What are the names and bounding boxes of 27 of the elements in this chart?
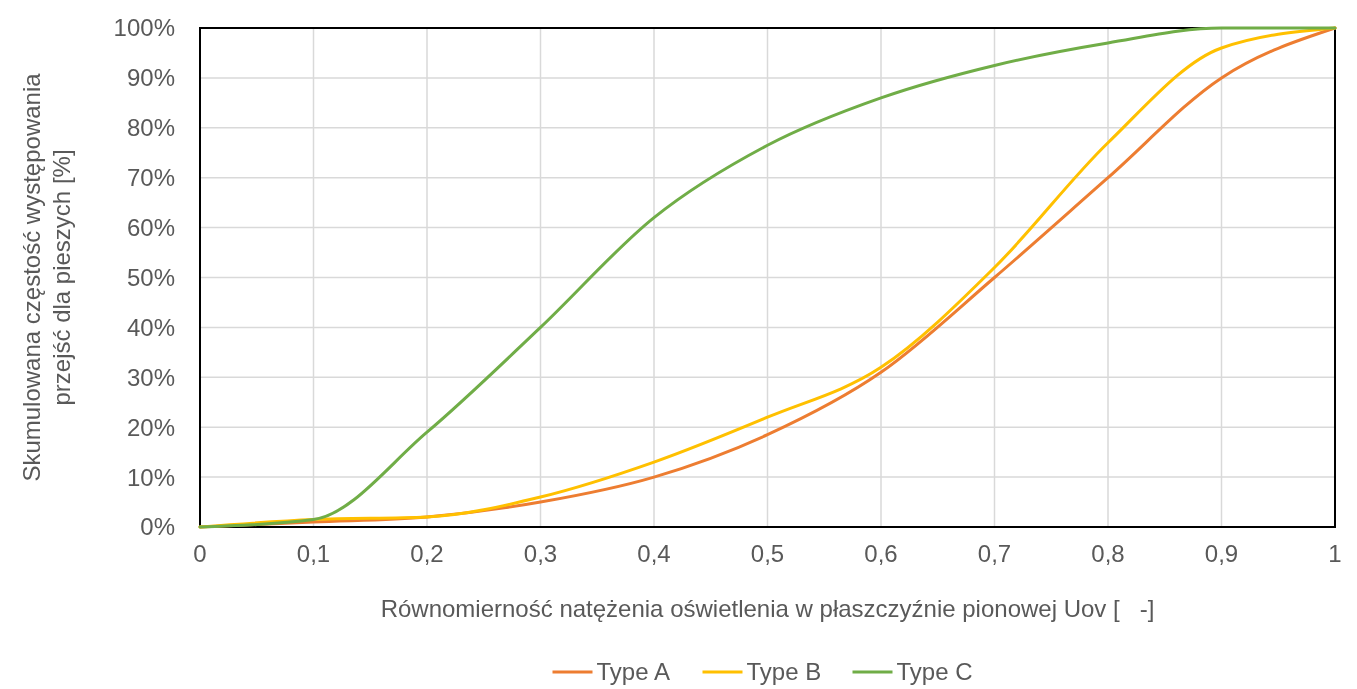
x-tick-label: 0,2 [410,540,444,567]
y-tick-label: 90% [126,64,175,92]
y-tick-label: 0% [140,513,175,541]
x-tick-label: 0,4 [637,540,671,567]
y-tick-label: 70% [126,164,175,192]
y-tick-label: 80% [126,114,175,142]
y-tick-label: 30% [126,363,175,391]
y-tick-label: 40% [126,313,175,341]
x-tick-label: 0,8 [1091,540,1125,567]
legend-label: Type A [596,658,670,686]
x-tick-label: 0 [193,540,207,567]
y-tick-label: 10% [126,463,175,491]
y-tick-label: 20% [126,413,175,441]
y-tick-label: 60% [126,214,175,241]
y-tick-label: 100% [113,14,175,42]
y-axis-title: Skumulowana częstość występowania przejść dla pieszych [%] [18,72,75,482]
x-tick-label: 0,5 [750,540,785,567]
x-tick-label: 0,6 [864,540,898,567]
x-tick-label: 1 [1328,540,1342,567]
legend-label: Type C [896,658,973,686]
x-tick-label: 0,7 [977,540,1012,567]
legend-label: Type B [746,658,822,686]
x-tick-label: 0,1 [296,540,331,567]
y-tick-label: 50% [126,263,175,291]
x-tick-label: 0,9 [1204,540,1239,567]
x-axis-title: Równomierność natężenia oświetlenia w płaszczyźnie pionowej Uov [ -] [380,595,1155,622]
x-tick-label: 0,3 [523,540,558,567]
